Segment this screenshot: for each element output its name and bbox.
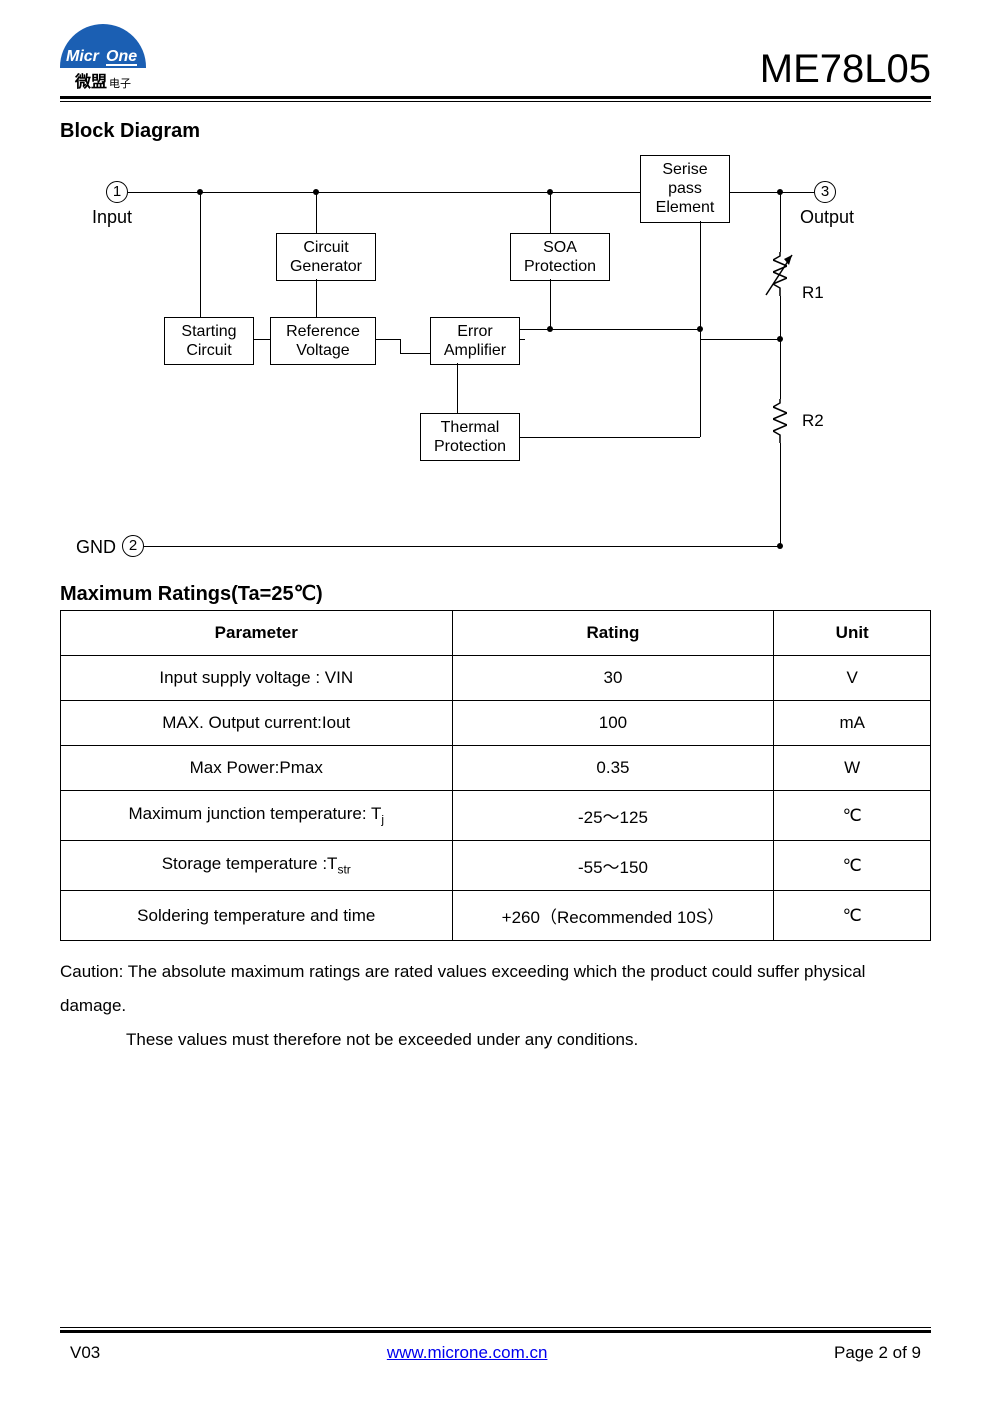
- wire: [200, 192, 201, 317]
- logo-text-1: Micr: [66, 48, 99, 66]
- wire: [520, 437, 700, 438]
- cell-unit: W: [774, 746, 931, 791]
- col-rating: Rating: [452, 611, 774, 656]
- wire: [316, 279, 317, 317]
- section-title-max-ratings: Maximum Ratings(Ta=25℃): [60, 581, 931, 606]
- wire: [780, 443, 781, 546]
- footer-rule-thin: [60, 1327, 931, 1328]
- table-row: MAX. Output current:Iout100mA: [61, 701, 931, 746]
- cell-unit: V: [774, 656, 931, 701]
- cell-rating: 0.35: [452, 746, 774, 791]
- wire: [700, 339, 780, 340]
- block-diagram: 1 Input 3 Output GND 2 CircuitGenerator …: [60, 149, 880, 569]
- pin-3-label: Output: [800, 207, 854, 228]
- block-circuit-generator: CircuitGenerator: [276, 233, 376, 281]
- cell-parameter: Max Power:Pmax: [61, 746, 453, 791]
- wire: [780, 192, 781, 252]
- cell-parameter: MAX. Output current:Iout: [61, 701, 453, 746]
- table-header-row: Parameter Rating Unit: [61, 611, 931, 656]
- footer-link[interactable]: www.microne.com.cn: [387, 1343, 548, 1363]
- footer-version: V03: [70, 1343, 100, 1363]
- cell-parameter: Soldering temperature and time: [61, 891, 453, 941]
- wire: [316, 192, 317, 233]
- cell-parameter: Input supply voltage : VIN: [61, 656, 453, 701]
- table-row: Soldering temperature and time+260（Recom…: [61, 891, 931, 941]
- wire: [144, 546, 781, 547]
- cell-rating: 30: [452, 656, 774, 701]
- wire: [376, 339, 400, 340]
- resistor-r2-label: R2: [802, 411, 824, 431]
- wire: [700, 329, 701, 437]
- cell-rating: 100: [452, 701, 774, 746]
- cell-rating: -25～125: [452, 791, 774, 841]
- wire: [400, 353, 430, 354]
- footer-rule-thick: [60, 1330, 931, 1333]
- block-error-amplifier: ErrorAmplifier: [430, 317, 520, 365]
- block-reference-voltage: ReferenceVoltage: [270, 317, 376, 365]
- wire: [128, 192, 640, 193]
- pin-1-circle: 1: [106, 181, 128, 203]
- cell-unit: ℃: [774, 891, 931, 941]
- caution-text: Caution: The absolute maximum ratings ar…: [60, 955, 931, 1057]
- wire: [550, 192, 551, 233]
- cell-unit: mA: [774, 701, 931, 746]
- pin-2-label: GND: [76, 537, 116, 558]
- cell-parameter: Storage temperature :Tstr: [61, 841, 453, 891]
- footer: V03 www.microne.com.cn Page 2 of 9: [60, 1327, 931, 1363]
- col-parameter: Parameter: [61, 611, 453, 656]
- footer-page: Page 2 of 9: [834, 1343, 921, 1363]
- cell-rating: +260（Recommended 10S）: [452, 891, 774, 941]
- logo-chinese: 微盟电子: [75, 68, 131, 92]
- section-title-block-diagram: Block Diagram: [60, 120, 931, 143]
- block-starting-circuit: StartingCircuit: [164, 317, 254, 365]
- resistor-r2-icon: [773, 399, 787, 443]
- cell-unit: ℃: [774, 841, 931, 891]
- node-dot: [777, 543, 783, 549]
- wire: [457, 363, 458, 413]
- wire: [550, 279, 551, 329]
- col-unit: Unit: [774, 611, 931, 656]
- header: Micr One 微盟电子 ME78L05: [60, 24, 931, 92]
- wire: [730, 192, 814, 193]
- table-row: Storage temperature :Tstr-55～150℃: [61, 841, 931, 891]
- max-ratings-table: Parameter Rating Unit Input supply volta…: [60, 610, 931, 941]
- header-rule-thin: [60, 101, 931, 102]
- logo-text-2: One: [106, 50, 137, 66]
- node-dot: [547, 326, 553, 332]
- table-row: Max Power:Pmax0.35W: [61, 746, 931, 791]
- pin-2-circle: 2: [122, 535, 144, 557]
- table-row: Input supply voltage : VIN30V: [61, 656, 931, 701]
- pin-3-circle: 3: [814, 181, 836, 203]
- logo-arc-icon: Micr One: [60, 24, 146, 68]
- block-soa-protection: SOAProtection: [510, 233, 610, 281]
- cell-parameter: Maximum junction temperature: Tj: [61, 791, 453, 841]
- cell-rating: -55～150: [452, 841, 774, 891]
- wire: [780, 379, 781, 399]
- part-number: ME78L05: [760, 47, 931, 92]
- cell-unit: ℃: [774, 791, 931, 841]
- resistor-r1-label: R1: [802, 283, 824, 303]
- wire: [400, 339, 401, 353]
- caution-line2: These values must therefore not be excee…: [60, 1023, 931, 1057]
- wire: [520, 339, 525, 340]
- block-thermal-protection: ThermalProtection: [420, 413, 520, 461]
- pin-1-label: Input: [92, 207, 132, 228]
- wire: [700, 221, 701, 329]
- table-row: Maximum junction temperature: Tj-25～125℃: [61, 791, 931, 841]
- wire: [254, 339, 270, 340]
- logo: Micr One 微盟电子: [60, 24, 146, 92]
- block-series-pass: SerisepassElement: [640, 155, 730, 223]
- header-rule-thick: [60, 96, 931, 99]
- caution-line1: Caution: The absolute maximum ratings ar…: [60, 962, 865, 1015]
